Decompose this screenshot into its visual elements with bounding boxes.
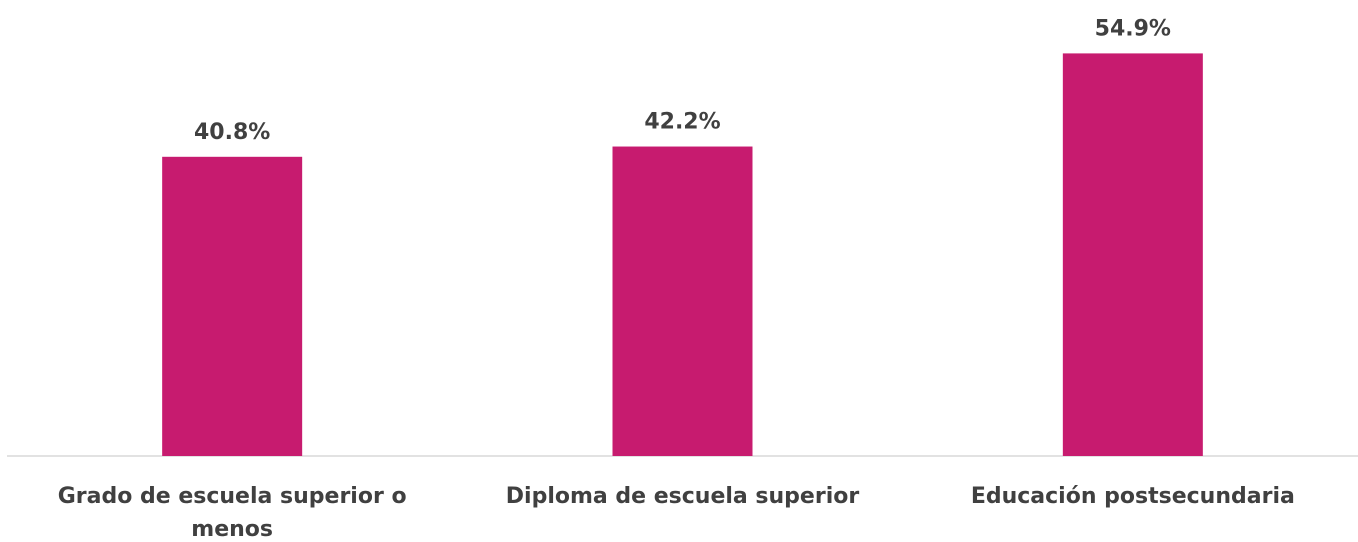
- value-label: 54.9%: [1095, 16, 1171, 41]
- bar: [612, 146, 753, 457]
- x-tick-label: Diploma de escuela superior: [505, 484, 860, 509]
- value-label: 42.2%: [644, 110, 720, 135]
- value-label: 40.8%: [194, 120, 270, 145]
- x-tick-label: Educación postsecundaria: [970, 484, 1295, 509]
- x-tick-label: Grado de escuela superior o menos: [57, 484, 407, 542]
- bar: [1062, 53, 1203, 457]
- bar: [162, 156, 303, 457]
